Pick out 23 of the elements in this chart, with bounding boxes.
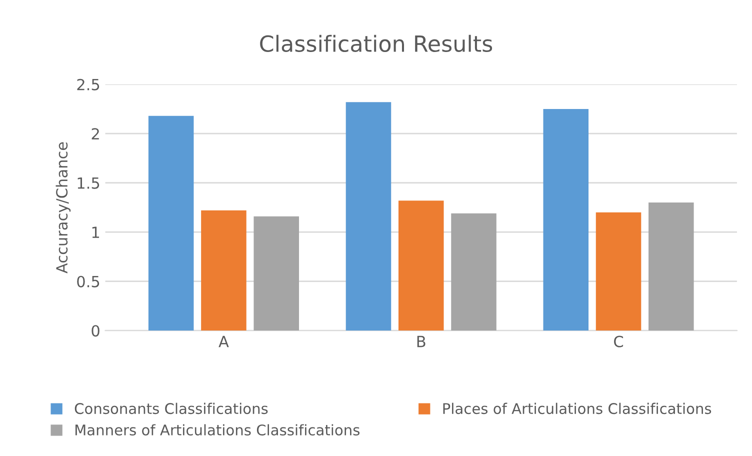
y-axis-title: Accuracy/Chance xyxy=(56,142,71,274)
bar xyxy=(596,212,642,331)
legend-label: Consonants Classifications xyxy=(74,402,268,414)
bar xyxy=(201,210,246,331)
x-tick-label: A xyxy=(218,336,229,348)
legend-label: Manners of Articulations Classifications xyxy=(75,424,360,436)
y-tick-label: 1.5 xyxy=(78,178,100,189)
y-tick-label: 0 xyxy=(92,325,100,337)
x-tick-label: C xyxy=(614,336,624,348)
bar xyxy=(148,116,194,331)
legend-label: Places of Articulations Classifications xyxy=(443,402,712,414)
y-tick-label: 2 xyxy=(92,128,99,140)
bar xyxy=(543,108,589,331)
x-tick-label: B xyxy=(417,336,426,348)
y-tick-label: 2.5 xyxy=(77,78,100,90)
y-tick-label: 1 xyxy=(92,226,100,238)
bar xyxy=(648,202,694,331)
bar xyxy=(346,102,392,331)
bar xyxy=(254,216,299,331)
bar xyxy=(398,200,444,331)
bar xyxy=(451,213,496,331)
y-tick-label: 0.5 xyxy=(77,276,100,288)
chart-title: Classification Results xyxy=(260,34,492,52)
